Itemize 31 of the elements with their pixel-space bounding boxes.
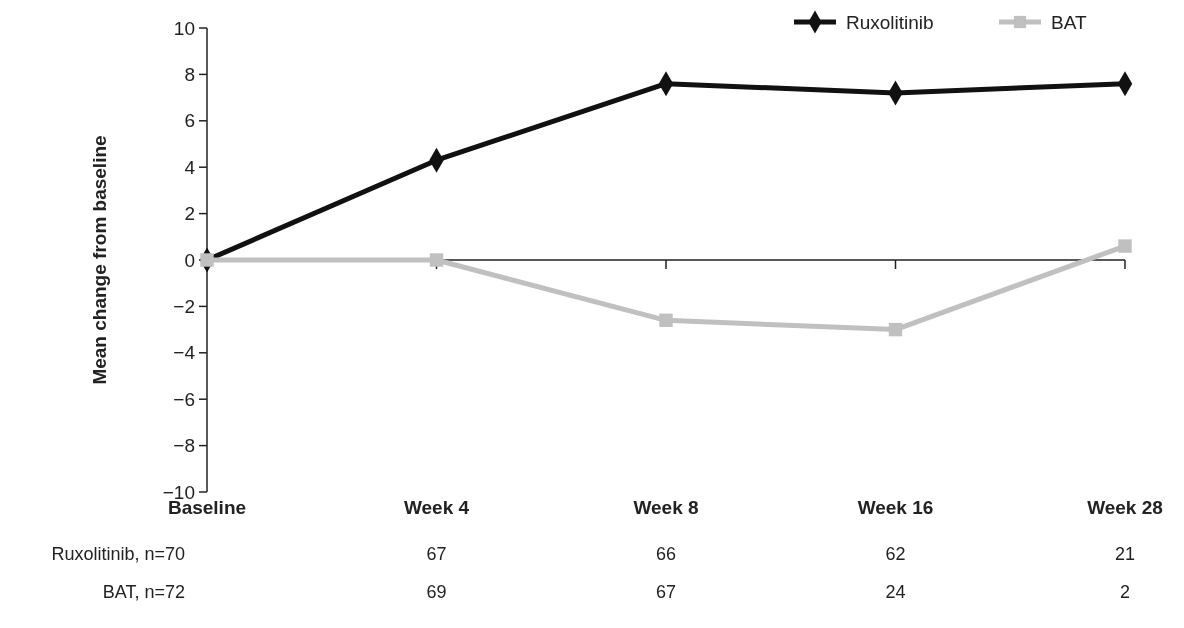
text: 24 <box>885 582 906 602</box>
point <box>1118 239 1132 253</box>
text: 21 <box>1114 544 1136 564</box>
point <box>659 313 673 328</box>
point <box>429 253 444 267</box>
y-tick-label: 4 <box>184 156 196 178</box>
x-tick-label: Week 8 <box>633 497 699 518</box>
y-tick-label: −4 <box>173 342 196 364</box>
x-tick-label: Week 4 <box>403 497 470 518</box>
legend-label: Ruxolitinib <box>846 11 934 33</box>
legend-label: BAT <box>1051 11 1087 33</box>
y-axis-title: Mean change from baseline <box>89 135 110 385</box>
text: 2 <box>1119 582 1131 602</box>
text: BAT, n=72 <box>102 582 185 602</box>
text: Ruxolitinib, n=70 <box>51 544 185 564</box>
y-tick-label: −8 <box>173 435 195 457</box>
text: 67 <box>426 544 447 564</box>
text: 69 <box>426 582 447 602</box>
y-tick-label: 8 <box>184 64 195 86</box>
x-tick-label: Week 16 <box>857 497 934 518</box>
y-tick-label: 0 <box>184 249 195 271</box>
y-tick-label: −2 <box>173 296 195 318</box>
y-tick-label: 6 <box>184 110 195 132</box>
y-tick-label: −6 <box>173 388 195 410</box>
text: 62 <box>885 544 906 564</box>
text: 67 <box>655 582 677 602</box>
text: 66 <box>655 544 677 564</box>
y-tick-label: 10 <box>173 17 195 39</box>
y-tick-label: 2 <box>184 203 195 225</box>
x-tick-label: Week 28 <box>1087 497 1163 518</box>
point <box>888 322 903 337</box>
